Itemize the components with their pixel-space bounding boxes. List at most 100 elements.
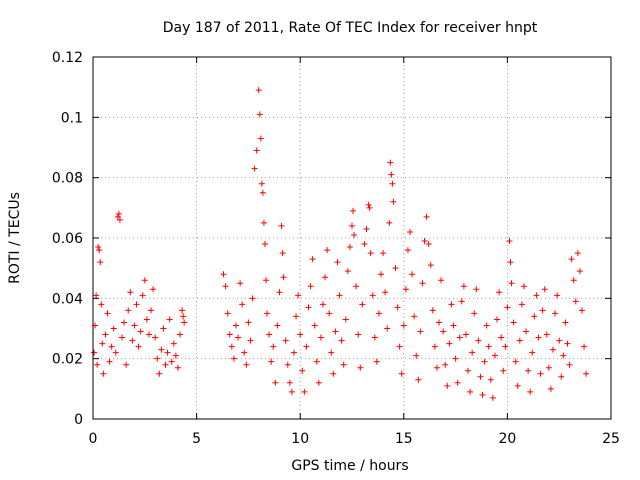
data-point <box>115 210 122 217</box>
data-point <box>114 213 121 220</box>
data-point <box>346 244 353 251</box>
y-tick-label: 0.12 <box>52 50 83 66</box>
data-point <box>340 361 347 368</box>
data-point <box>489 394 496 401</box>
data-point <box>145 331 152 338</box>
data-point <box>507 259 514 266</box>
data-point <box>382 289 389 296</box>
data-point <box>407 228 414 235</box>
data-point <box>143 316 150 323</box>
data-point <box>516 337 523 344</box>
x-tick-label: 5 <box>192 431 201 447</box>
data-point <box>282 337 289 344</box>
y-tick-label: 0.02 <box>52 352 83 368</box>
y-tick-label: 0 <box>74 412 83 428</box>
data-point <box>446 340 453 347</box>
data-point <box>344 268 351 275</box>
data-point <box>539 307 546 314</box>
y-tick-label: 0.04 <box>52 291 83 307</box>
data-point <box>531 313 538 320</box>
data-point <box>98 301 105 308</box>
data-point <box>576 268 583 275</box>
data-point <box>330 370 337 377</box>
data-point <box>266 331 273 338</box>
data-point <box>388 171 395 178</box>
data-point <box>386 219 393 226</box>
data-point <box>328 349 335 356</box>
data-point <box>93 292 100 299</box>
data-point <box>247 337 254 344</box>
data-point <box>502 343 509 350</box>
data-point <box>125 307 132 314</box>
data-point <box>581 343 588 350</box>
data-point <box>97 259 104 266</box>
data-point <box>95 244 102 251</box>
data-point <box>369 292 376 299</box>
data-point <box>253 147 260 154</box>
data-point <box>566 361 573 368</box>
data-point <box>504 304 511 311</box>
data-point <box>404 247 411 254</box>
data-point <box>141 277 148 284</box>
data-point <box>222 283 229 290</box>
data-point <box>230 355 237 362</box>
data-point <box>583 370 590 377</box>
data-point <box>261 241 268 248</box>
data-point <box>529 349 536 356</box>
data-point <box>170 340 177 347</box>
data-point <box>232 322 239 329</box>
data-point <box>520 283 527 290</box>
data-point <box>467 388 474 395</box>
data-point <box>158 346 165 353</box>
data-point <box>332 328 339 335</box>
data-point <box>259 189 266 196</box>
data-point <box>295 292 302 299</box>
data-point <box>442 361 449 368</box>
data-point <box>91 349 98 356</box>
data-point <box>100 370 107 377</box>
y-axis-label: ROTI / TECUs <box>7 192 23 284</box>
data-point <box>448 301 455 308</box>
data-point <box>545 364 552 371</box>
data-point <box>475 337 482 344</box>
data-point <box>387 159 394 166</box>
data-point <box>570 277 577 284</box>
data-point <box>417 328 424 335</box>
data-point <box>172 352 179 359</box>
data-point <box>274 322 281 329</box>
data-point <box>477 373 484 380</box>
data-point <box>168 358 175 365</box>
data-point <box>500 367 507 374</box>
x-axis-label: GPS time / hours <box>291 458 408 474</box>
data-point <box>456 334 463 341</box>
data-point <box>518 301 525 308</box>
data-point <box>322 274 329 281</box>
data-point <box>444 382 451 389</box>
data-point <box>116 216 123 223</box>
data-point <box>425 241 432 248</box>
data-point <box>127 289 134 296</box>
data-point <box>148 307 155 314</box>
data-point <box>301 388 308 395</box>
data-point <box>458 298 465 305</box>
data-point <box>440 328 447 335</box>
data-point <box>558 373 565 380</box>
data-point <box>162 361 169 368</box>
data-point <box>427 262 434 269</box>
data-point <box>462 331 469 338</box>
data-point <box>336 292 343 299</box>
y-tick-label: 0.08 <box>52 171 83 187</box>
data-point <box>378 271 385 278</box>
data-point <box>239 301 246 308</box>
data-point <box>355 331 362 338</box>
data-point <box>390 198 397 205</box>
data-point <box>313 358 320 365</box>
data-point <box>510 319 517 326</box>
data-point <box>547 385 554 392</box>
data-point <box>135 343 142 350</box>
data-point <box>224 310 231 317</box>
data-point <box>487 376 494 383</box>
data-point <box>409 271 416 278</box>
data-point <box>535 334 542 341</box>
data-point <box>334 259 341 266</box>
